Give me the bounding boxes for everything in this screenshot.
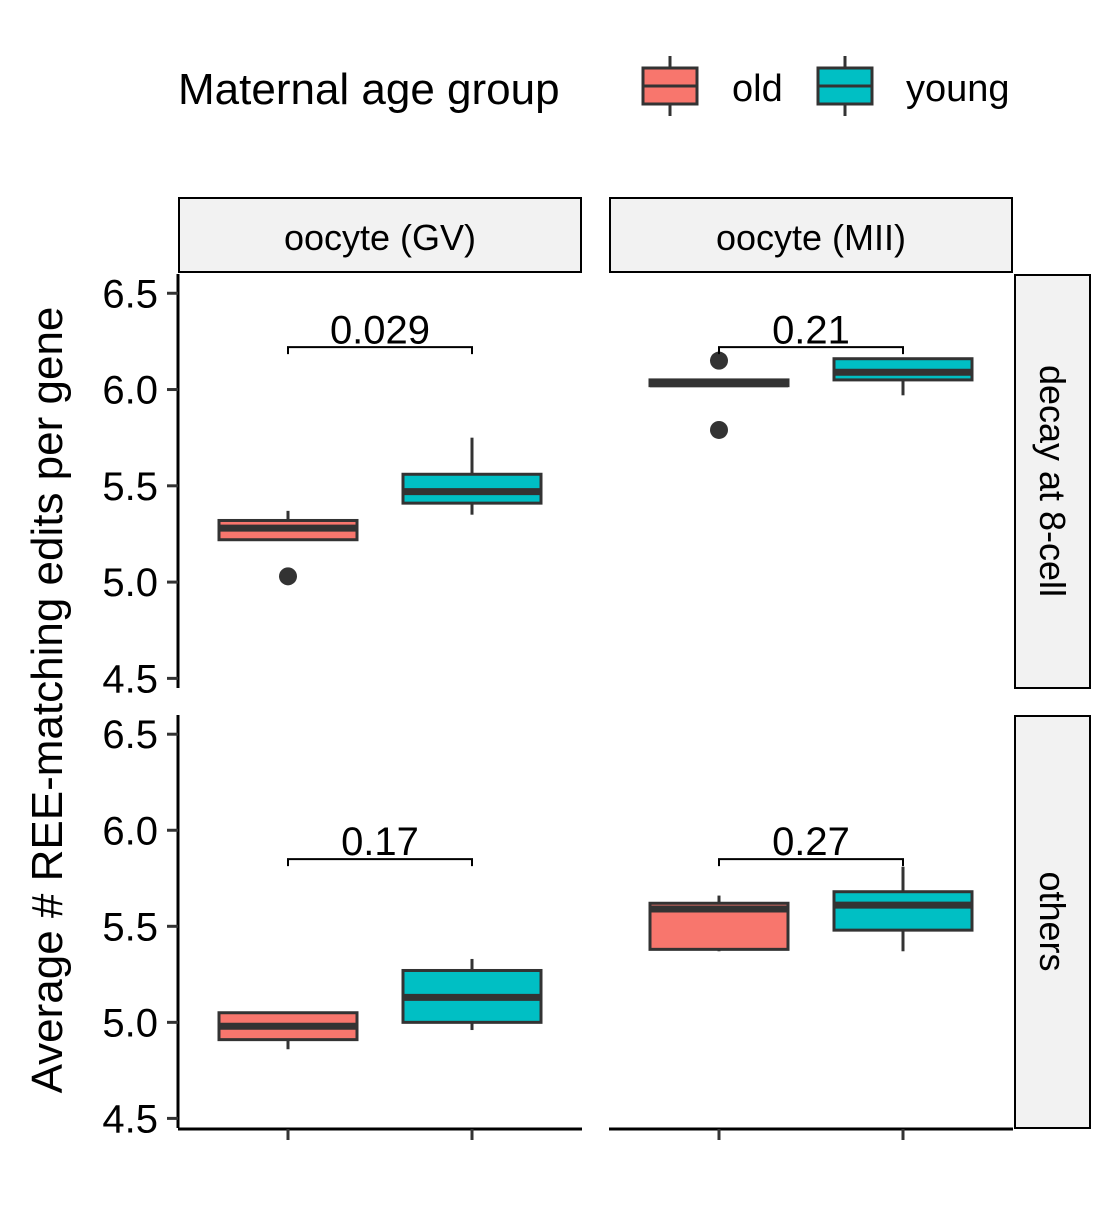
facet-strip-col-label: oocyte (GV) (284, 217, 476, 258)
box-young (401, 437, 543, 515)
y-tick-label: 5.0 (102, 561, 158, 605)
box-old (217, 1011, 359, 1050)
facet-strip-row-label: others (1032, 871, 1073, 971)
panel-2-2: 0.27 (648, 820, 974, 952)
pvalue-label: 0.27 (772, 820, 850, 864)
pvalue-label: 0.17 (341, 820, 419, 864)
box-young (832, 866, 974, 952)
panel-1-1: 0.029 (217, 308, 543, 586)
panel-2-1: 0.21 (648, 308, 974, 439)
y-tick-label: 6.0 (102, 369, 158, 413)
facet-panels: 0.029 0.21 0.17 0.27 (217, 308, 974, 1050)
box-young (832, 357, 974, 396)
pvalue-bracket (287, 346, 473, 355)
outlier-point (710, 351, 728, 370)
y-tick-label: 4.5 (102, 657, 158, 701)
legend: Maternal age group old young (178, 56, 1010, 116)
panel-1-2: 0.17 (217, 820, 543, 1050)
legend-label: old (732, 68, 783, 110)
facet-strip-row-label: decay at 8-cell (1032, 365, 1073, 597)
box-young (401, 958, 543, 1031)
y-tick-label: 5.5 (102, 465, 158, 509)
legend-key-old (641, 56, 699, 116)
y-tick-label: 5.0 (102, 1001, 158, 1045)
y-tick-label: 6.5 (102, 713, 158, 757)
box-iqr (832, 890, 974, 932)
legend-label: young (906, 68, 1010, 110)
facet-strips: oocyte (GV) oocyte (MII) decay at 8-cell ot… (178, 197, 1091, 1129)
facet-strip-col (609, 197, 1013, 273)
y-tick-label: 5.5 (102, 905, 158, 949)
box-old (648, 351, 790, 439)
y-tick-label: 6.0 (102, 809, 158, 853)
facet-strip-row (1014, 274, 1091, 689)
pvalue-bracket (718, 858, 904, 867)
box-old (217, 510, 359, 586)
outlier-point (279, 567, 297, 586)
pvalue-bracket (287, 858, 473, 867)
y-axis-title: Average # REE-matching edits per gene (23, 307, 72, 1094)
legend-title: Maternal age group (178, 65, 560, 114)
facet-strip-col-label: oocyte (MII) (716, 217, 906, 258)
legend-keys: old young (641, 56, 1010, 116)
y-tick-label: 4.5 (102, 1097, 158, 1141)
pvalue-label: 0.029 (330, 308, 430, 352)
box-old (648, 895, 790, 952)
y-tick-label: 6.5 (102, 272, 158, 316)
facet-strip-row (1014, 715, 1091, 1129)
pvalue-bracket (718, 346, 904, 355)
pvalue-label: 0.21 (772, 308, 850, 352)
axes: 4.5 5.0 5.5 6.0 6.5 4.5 5.0 5.5 6.0 6.5 (102, 272, 1013, 1141)
legend-key-young (816, 56, 874, 116)
outlier-point (710, 420, 728, 439)
facet-strip-col (178, 197, 582, 273)
